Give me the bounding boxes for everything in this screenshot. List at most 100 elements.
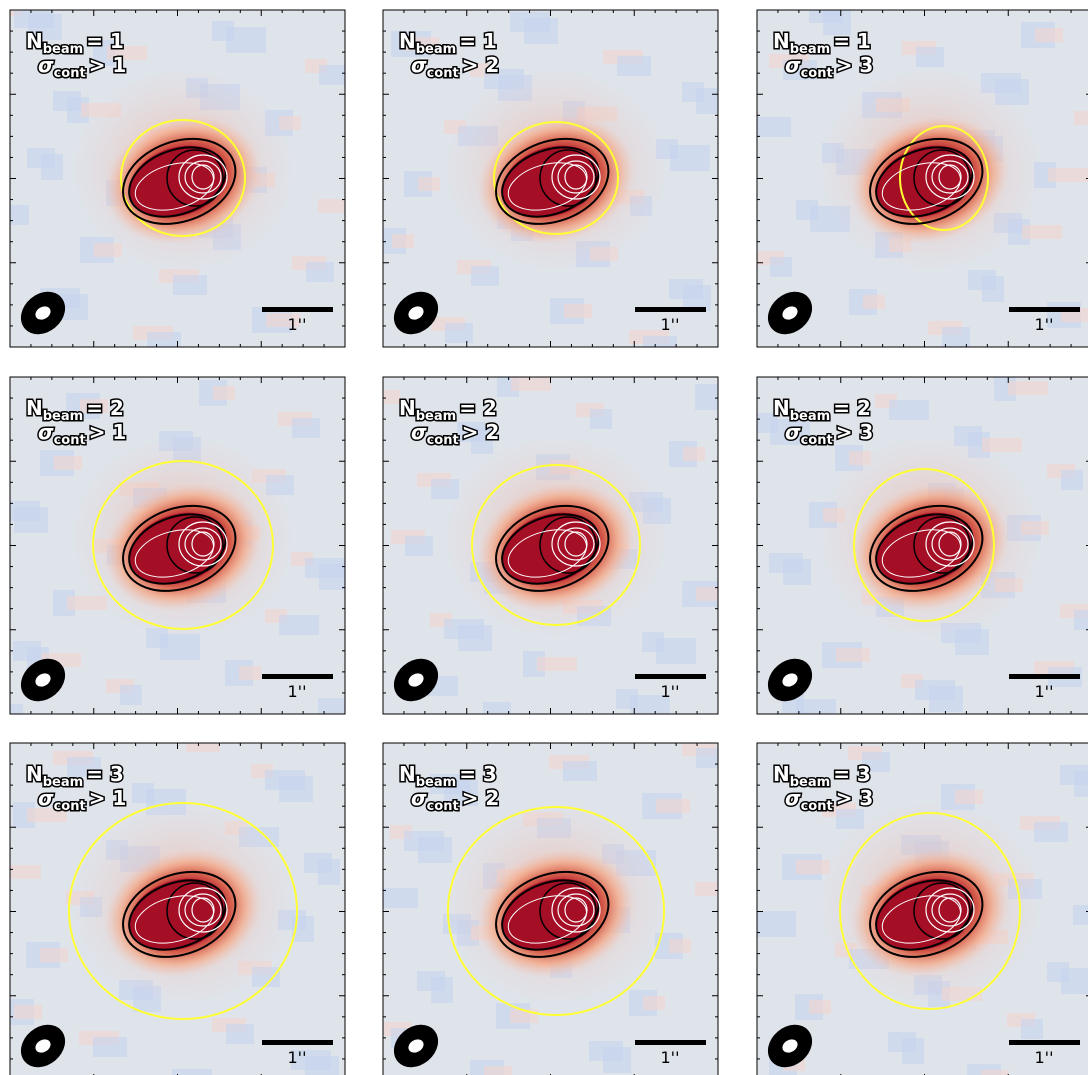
noise — [1073, 905, 1088, 925]
noise — [696, 587, 730, 601]
noise — [670, 145, 710, 171]
scale-bar-label: 1'' — [288, 682, 307, 701]
noise — [40, 948, 68, 962]
page: 1''Nbeam= 1σcont> 11''Nbeam= 1σcont> 21'… — [0, 0, 1088, 1075]
noise — [836, 809, 864, 829]
symbol: N — [399, 29, 416, 53]
noise — [696, 88, 736, 114]
noise — [796, 699, 836, 725]
noise — [319, 65, 359, 85]
symbol: σ — [785, 786, 801, 810]
noise — [186, 738, 220, 752]
noise — [318, 859, 340, 885]
noise — [1074, 111, 1088, 125]
scale-bar — [635, 674, 706, 679]
symbol: N — [399, 762, 416, 786]
noise — [418, 177, 440, 191]
noise — [617, 56, 651, 76]
panel: 1''Nbeam= 2σcont> 2 — [378, 371, 730, 722]
noise — [471, 266, 499, 286]
relation: = 3 — [86, 762, 124, 786]
noise — [643, 336, 677, 356]
subscript: cont — [54, 66, 86, 81]
noise — [981, 1070, 1009, 1075]
noise — [147, 332, 181, 352]
scale-bar-label: 1'' — [288, 1048, 307, 1067]
noise — [306, 262, 334, 282]
noise — [757, 117, 791, 137]
noise — [458, 625, 492, 651]
scale-bar — [262, 1040, 333, 1045]
noise — [392, 234, 414, 248]
noise — [942, 327, 970, 347]
noise — [656, 638, 696, 664]
noise — [916, 47, 944, 67]
symbol: N — [26, 396, 43, 420]
scale-bar — [262, 674, 333, 679]
subscript: cont — [54, 799, 86, 814]
noise — [279, 776, 313, 802]
panel: 1''Nbeam= 2σcont> 3 — [756, 375, 1088, 725]
noise — [14, 1005, 42, 1019]
subscript: cont — [54, 433, 86, 448]
scale-bar — [1009, 1040, 1080, 1045]
scale-bar — [262, 307, 333, 312]
noise — [1, 865, 41, 879]
noise — [563, 761, 597, 781]
noise — [683, 447, 705, 461]
noise — [226, 27, 266, 53]
scale-bar-label: 1'' — [661, 682, 680, 701]
noise — [226, 1024, 254, 1044]
panel-image: 1''Nbeam= 1σcont> 2 — [378, 10, 736, 356]
panel: 1''Nbeam= 3σcont> 2 — [377, 742, 724, 1075]
scale-bar — [1009, 674, 1080, 679]
noise — [955, 790, 983, 804]
noise — [590, 409, 612, 429]
noise — [318, 698, 346, 718]
noise — [1021, 1019, 1043, 1039]
scale-bar-label: 1'' — [1035, 1048, 1054, 1067]
relation: > 3 — [836, 786, 874, 810]
noise — [695, 882, 717, 896]
relation: > 2 — [462, 53, 500, 77]
noise — [1022, 225, 1062, 239]
scale-bar-label: 1'' — [661, 1048, 680, 1067]
noise — [1074, 771, 1088, 797]
relation: > 2 — [462, 786, 500, 810]
noise — [770, 257, 792, 277]
noise — [656, 799, 690, 813]
noise — [1048, 168, 1088, 182]
noise — [929, 686, 963, 712]
noise — [1008, 381, 1048, 395]
noise — [524, 18, 558, 44]
noise — [14, 507, 48, 533]
relation: = 3 — [833, 762, 871, 786]
figure: 1''Nbeam= 1σcont> 11''Nbeam= 1σcont> 21'… — [0, 0, 1088, 1075]
noise — [902, 1038, 924, 1064]
relation: > 2 — [462, 420, 500, 444]
noise — [1061, 968, 1088, 994]
noise — [305, 1056, 339, 1075]
noise — [120, 685, 142, 705]
relation: > 1 — [89, 420, 127, 444]
noise — [378, 390, 400, 404]
noise — [160, 634, 200, 660]
noise — [982, 276, 1004, 302]
relation: > 3 — [836, 53, 874, 77]
scale-bar — [635, 307, 706, 312]
panel: 1''Nbeam= 2σcont> 1 — [0, 377, 353, 730]
symbol: σ — [38, 53, 54, 77]
noise — [756, 911, 796, 937]
noise — [319, 564, 353, 590]
scale-bar-label: 1'' — [288, 315, 307, 334]
panel-image: 1''Nbeam= 1σcont> 3 — [756, 3, 1088, 347]
subscript: cont — [427, 433, 459, 448]
noise — [418, 837, 452, 863]
symbol: σ — [785, 420, 801, 444]
noise — [93, 1037, 127, 1057]
panel-image: 1''Nbeam= 2σcont> 1 — [0, 377, 353, 730]
symbol: N — [773, 396, 790, 420]
